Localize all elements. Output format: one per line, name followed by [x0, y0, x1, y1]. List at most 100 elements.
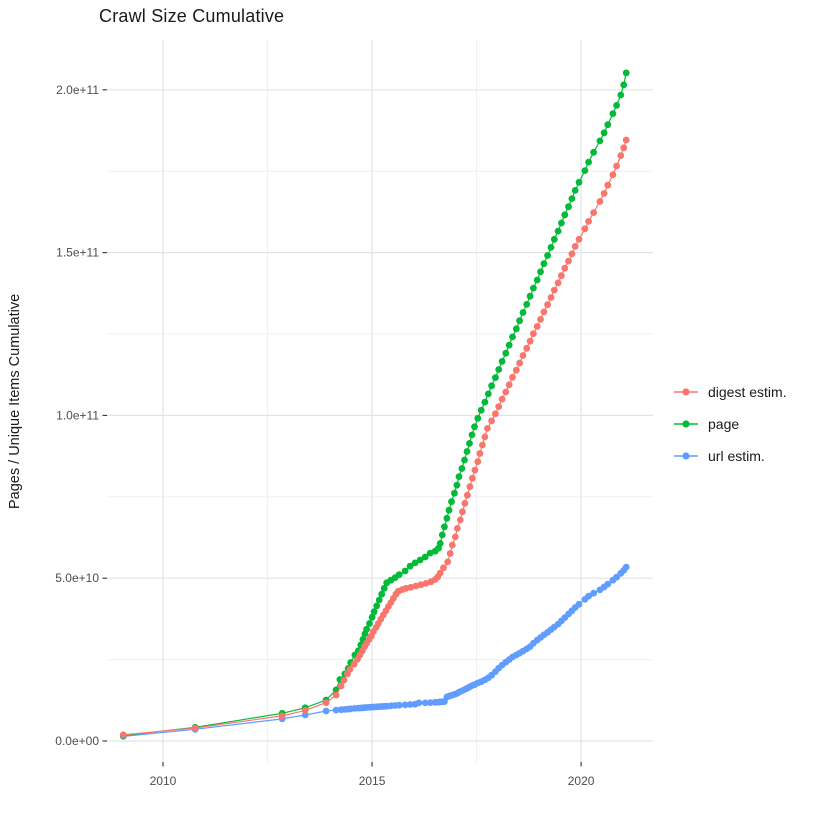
- data-point-digest-estim-: [544, 301, 551, 309]
- data-point-digest-estim-: [407, 583, 415, 591]
- data-point-page: [571, 187, 579, 194]
- legend-key-point-icon: [674, 388, 698, 396]
- legend-item-digest-estim: digest estim.: [673, 376, 787, 408]
- data-point-digest-estim-: [590, 209, 597, 217]
- x-tick-label: 2015: [359, 774, 386, 788]
- data-point-page: [622, 69, 630, 77]
- data-point-page: [474, 414, 482, 422]
- data-point-digest-estim-: [526, 337, 534, 345]
- legend: digest estim. page url estim.: [673, 376, 787, 472]
- data-point-page: [373, 602, 381, 610]
- data-point-digest-estim-: [533, 323, 541, 330]
- data-point-page: [609, 110, 617, 117]
- data-point-digest-estim-: [466, 483, 474, 491]
- data-point-page: [502, 349, 510, 357]
- data-point-digest-estim-: [119, 731, 127, 739]
- data-point-page: [455, 473, 463, 480]
- data-point-digest-estim-: [585, 218, 592, 225]
- data-point-url-estim-: [590, 589, 597, 597]
- data-point-url-estim-: [575, 600, 583, 608]
- data-point-digest-estim-: [547, 294, 555, 301]
- data-point-page: [471, 423, 478, 431]
- data-point-digest-estim-: [600, 190, 608, 197]
- data-point-page: [451, 489, 458, 497]
- data-point-page: [604, 121, 612, 129]
- data-point-digest-estim-: [571, 243, 579, 250]
- data-point-digest-estim-: [519, 352, 527, 359]
- data-point-page: [366, 620, 373, 627]
- data-point-url-estim-: [322, 707, 330, 715]
- data-point-digest-estim-: [575, 235, 583, 243]
- data-point-url-estim-: [332, 706, 340, 714]
- data-point-digest-estim-: [436, 569, 444, 577]
- data-point-page: [492, 374, 499, 381]
- data-point-page: [441, 523, 448, 531]
- data-point-digest-estim-: [488, 417, 495, 425]
- data-point-page: [554, 227, 562, 235]
- data-point-digest-estim-: [492, 410, 499, 418]
- data-point-page: [401, 567, 409, 575]
- data-point-page: [370, 608, 378, 616]
- data-point-page: [620, 81, 628, 89]
- data-point-page: [406, 562, 414, 570]
- data-point-digest-estim-: [568, 250, 576, 258]
- data-point-page: [561, 211, 569, 219]
- data-point-page: [613, 102, 620, 109]
- data-point-page: [416, 556, 424, 564]
- data-point-page: [590, 148, 597, 156]
- data-point-digest-estim-: [613, 162, 620, 170]
- series-line-page: [123, 72, 627, 737]
- series-line-digest-estim-: [123, 139, 627, 736]
- data-point-page: [516, 317, 523, 325]
- data-point-digest-estim-: [471, 466, 479, 474]
- data-point-page: [481, 398, 489, 406]
- data-point-digest-estim-: [561, 264, 569, 272]
- data-point-digest-estim-: [596, 198, 604, 205]
- data-point-page: [495, 366, 503, 373]
- data-point-digest-estim-: [516, 359, 523, 367]
- data-point-url-estim-: [415, 699, 423, 707]
- data-point-digest-estim-: [474, 458, 482, 465]
- data-point-digest-estim-: [540, 308, 548, 316]
- data-point-page: [463, 448, 471, 455]
- legend-label: digest estim.: [708, 384, 787, 400]
- data-point-url-estim-: [604, 580, 612, 588]
- data-point-page: [380, 584, 388, 592]
- data-point-digest-estim-: [461, 499, 469, 507]
- data-point-page: [544, 252, 551, 259]
- data-point-page: [445, 506, 453, 514]
- x-tick-label: 2020: [568, 774, 595, 788]
- data-point-page: [363, 625, 370, 633]
- data-point-digest-estim-: [604, 181, 612, 189]
- data-point-digest-estim-: [530, 330, 537, 338]
- data-point-url-estim-: [426, 699, 434, 706]
- data-point-page: [617, 91, 625, 99]
- legend-label: url estim.: [708, 448, 765, 464]
- data-point-digest-estim-: [278, 712, 286, 720]
- data-point-digest-estim-: [609, 171, 617, 179]
- data-point-digest-estim-: [617, 152, 625, 160]
- data-point-digest-estim-: [512, 366, 520, 374]
- data-point-digest-estim-: [191, 724, 199, 732]
- data-point-url-estim-: [421, 699, 429, 707]
- data-point-digest-estim-: [554, 279, 562, 287]
- data-point-page: [533, 276, 541, 284]
- data-point-page: [395, 571, 403, 578]
- data-point-page: [488, 382, 495, 390]
- data-point-page: [575, 178, 583, 186]
- data-point-page: [458, 465, 466, 472]
- data-point-digest-estim-: [509, 373, 516, 381]
- data-point-page: [523, 301, 531, 308]
- data-point-digest-estim-: [337, 682, 345, 690]
- data-point-digest-estim-: [301, 707, 309, 714]
- legend-item-url-estim: url estim.: [673, 440, 787, 472]
- data-point-url-estim-: [585, 592, 592, 600]
- data-point-page: [526, 292, 534, 300]
- data-point-page: [448, 498, 455, 506]
- data-point-page: [411, 559, 419, 567]
- data-point-page: [565, 203, 572, 211]
- legend-label: page: [708, 416, 740, 432]
- y-tick-label: 1.0e+11: [56, 408, 99, 422]
